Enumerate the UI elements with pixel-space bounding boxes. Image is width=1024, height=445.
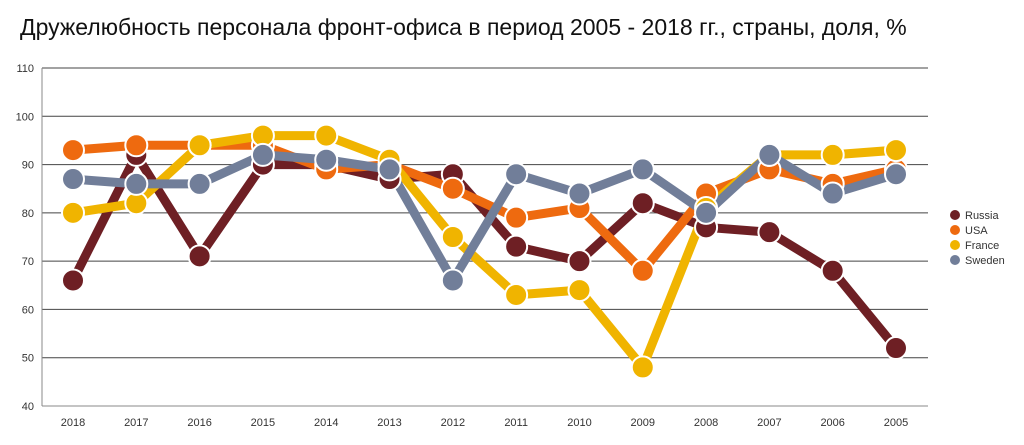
data-point-france — [884, 138, 908, 163]
legend-marker — [950, 225, 960, 235]
x-tick-label: 2011 — [504, 417, 528, 429]
axes: 40 50 60 70 80 90 100 110 2018 2017 2016 2015 2014 20… — [16, 63, 909, 429]
y-tick-label: 80 — [22, 208, 34, 220]
legend-marker — [950, 210, 960, 220]
data-point-sweden — [440, 268, 465, 293]
data-point-sweden — [567, 181, 592, 206]
legend: Russia USA France Sweden — [950, 210, 1005, 267]
x-tick-label: 2013 — [377, 417, 401, 429]
data-point-france — [630, 355, 655, 380]
data-point-france — [567, 278, 592, 303]
y-tick-label: 40 — [22, 401, 34, 413]
x-tick-label: 2015 — [251, 417, 275, 429]
x-tick-label: 2012 — [441, 417, 465, 429]
data-point-sweden — [61, 167, 85, 192]
data-point-sweden — [250, 142, 275, 167]
x-tick-label: 2017 — [124, 417, 148, 429]
data-point-sweden — [884, 162, 908, 187]
data-point-usa — [61, 138, 85, 163]
legend-item-france: France — [950, 240, 999, 252]
data-point-usa — [630, 258, 655, 283]
y-tick-label: 50 — [22, 353, 34, 365]
legend-item-sweden: Sweden — [950, 255, 1005, 267]
x-tick-label: 2014 — [314, 417, 338, 429]
legend-marker — [950, 240, 960, 250]
data-point-russia — [630, 191, 655, 216]
data-points — [61, 123, 908, 380]
y-tick-label: 90 — [22, 160, 34, 172]
data-point-russia — [884, 336, 908, 361]
data-point-france — [187, 133, 212, 158]
x-tick-label: 2016 — [187, 417, 211, 429]
x-tick-label: 2008 — [694, 417, 718, 429]
y-tick-label: 110 — [16, 63, 34, 75]
x-tick-label: 2006 — [820, 417, 844, 429]
legend-label: Sweden — [965, 255, 1005, 267]
chart-title: Дружелюбность персонала фронт-офиса в пе… — [20, 14, 907, 40]
legend-label: USA — [965, 225, 988, 237]
x-tick-label: 2007 — [757, 417, 781, 429]
data-point-france — [820, 142, 845, 167]
data-point-france — [314, 123, 339, 148]
data-point-usa — [504, 205, 529, 230]
data-point-sweden — [694, 200, 719, 225]
x-tick-label: 2010 — [567, 417, 591, 429]
grid-lines — [42, 67, 928, 407]
data-point-russia — [61, 268, 85, 293]
data-point-russia — [187, 244, 212, 269]
data-point-sweden — [377, 157, 402, 182]
legend-item-usa: USA — [950, 225, 988, 237]
data-point-usa — [440, 176, 465, 201]
x-tick-label: 2009 — [631, 417, 655, 429]
data-point-sweden — [187, 171, 212, 196]
data-point-russia — [504, 234, 529, 259]
x-tick-label: 2005 — [884, 417, 908, 429]
legend-label: France — [965, 240, 999, 252]
data-point-sweden — [124, 171, 149, 196]
data-point-france — [504, 282, 529, 307]
data-point-sweden — [314, 147, 339, 172]
legend-item-russia: Russia — [950, 210, 1000, 222]
data-point-russia — [757, 220, 782, 245]
data-point-sweden — [630, 157, 655, 182]
data-point-france — [440, 225, 465, 249]
y-tick-label: 60 — [22, 304, 34, 316]
data-point-sweden — [504, 162, 529, 187]
data-point-sweden — [757, 142, 782, 167]
data-point-france — [61, 200, 85, 225]
y-tick-label: 70 — [22, 256, 34, 268]
y-tick-label: 100 — [16, 111, 34, 123]
data-point-russia — [567, 249, 592, 274]
x-tick-label: 2018 — [61, 417, 85, 429]
legend-marker — [950, 255, 960, 265]
data-point-sweden — [820, 181, 845, 206]
data-point-usa — [124, 133, 149, 158]
data-point-russia — [820, 258, 845, 283]
legend-label: Russia — [965, 210, 1000, 222]
